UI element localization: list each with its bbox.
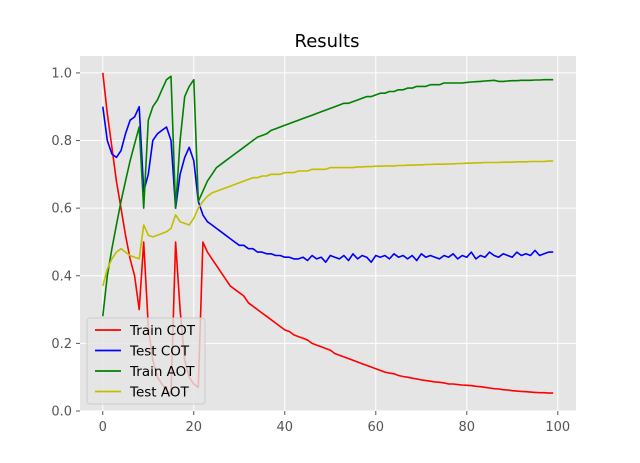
x-tick-label: 20 — [185, 420, 202, 435]
series-lines — [102, 72, 554, 395]
x-tick-label: 100 — [545, 420, 570, 435]
x-tick-label: 40 — [276, 420, 293, 435]
legend: Train COT Test COT Train AOT Test AOT — [86, 317, 206, 405]
chart-title: Results — [295, 31, 360, 52]
series-line-train-cot — [102, 72, 554, 395]
y-tick-label: 0.6 — [51, 202, 72, 217]
y-tick-label: 1.0 — [51, 66, 72, 81]
x-axis-ticks: 0 20 40 60 80 100 — [99, 411, 570, 435]
series-line-test-aot — [102, 160, 554, 287]
series-line-test-cot — [102, 105, 554, 264]
y-tick-label: 0.8 — [51, 134, 72, 149]
legend-label-train-cot: Train COT — [129, 323, 196, 339]
y-tick-label: 0.2 — [51, 337, 72, 352]
legend-label-train-aot: Train AOT — [129, 364, 195, 380]
legend-label-test-aot: Test AOT — [129, 385, 189, 401]
series-line-train-aot — [102, 75, 554, 317]
x-tick-label: 80 — [459, 420, 476, 435]
legend-box — [86, 317, 206, 405]
x-tick-label: 0 — [99, 420, 107, 435]
y-tick-label: 0.4 — [51, 269, 72, 284]
y-tick-label: 0.0 — [51, 405, 72, 420]
y-axis-ticks: 0.0 0.2 0.4 0.6 0.8 1.0 — [51, 66, 80, 420]
legend-label-test-cot: Test COT — [129, 344, 190, 360]
x-tick-label: 60 — [368, 420, 385, 435]
